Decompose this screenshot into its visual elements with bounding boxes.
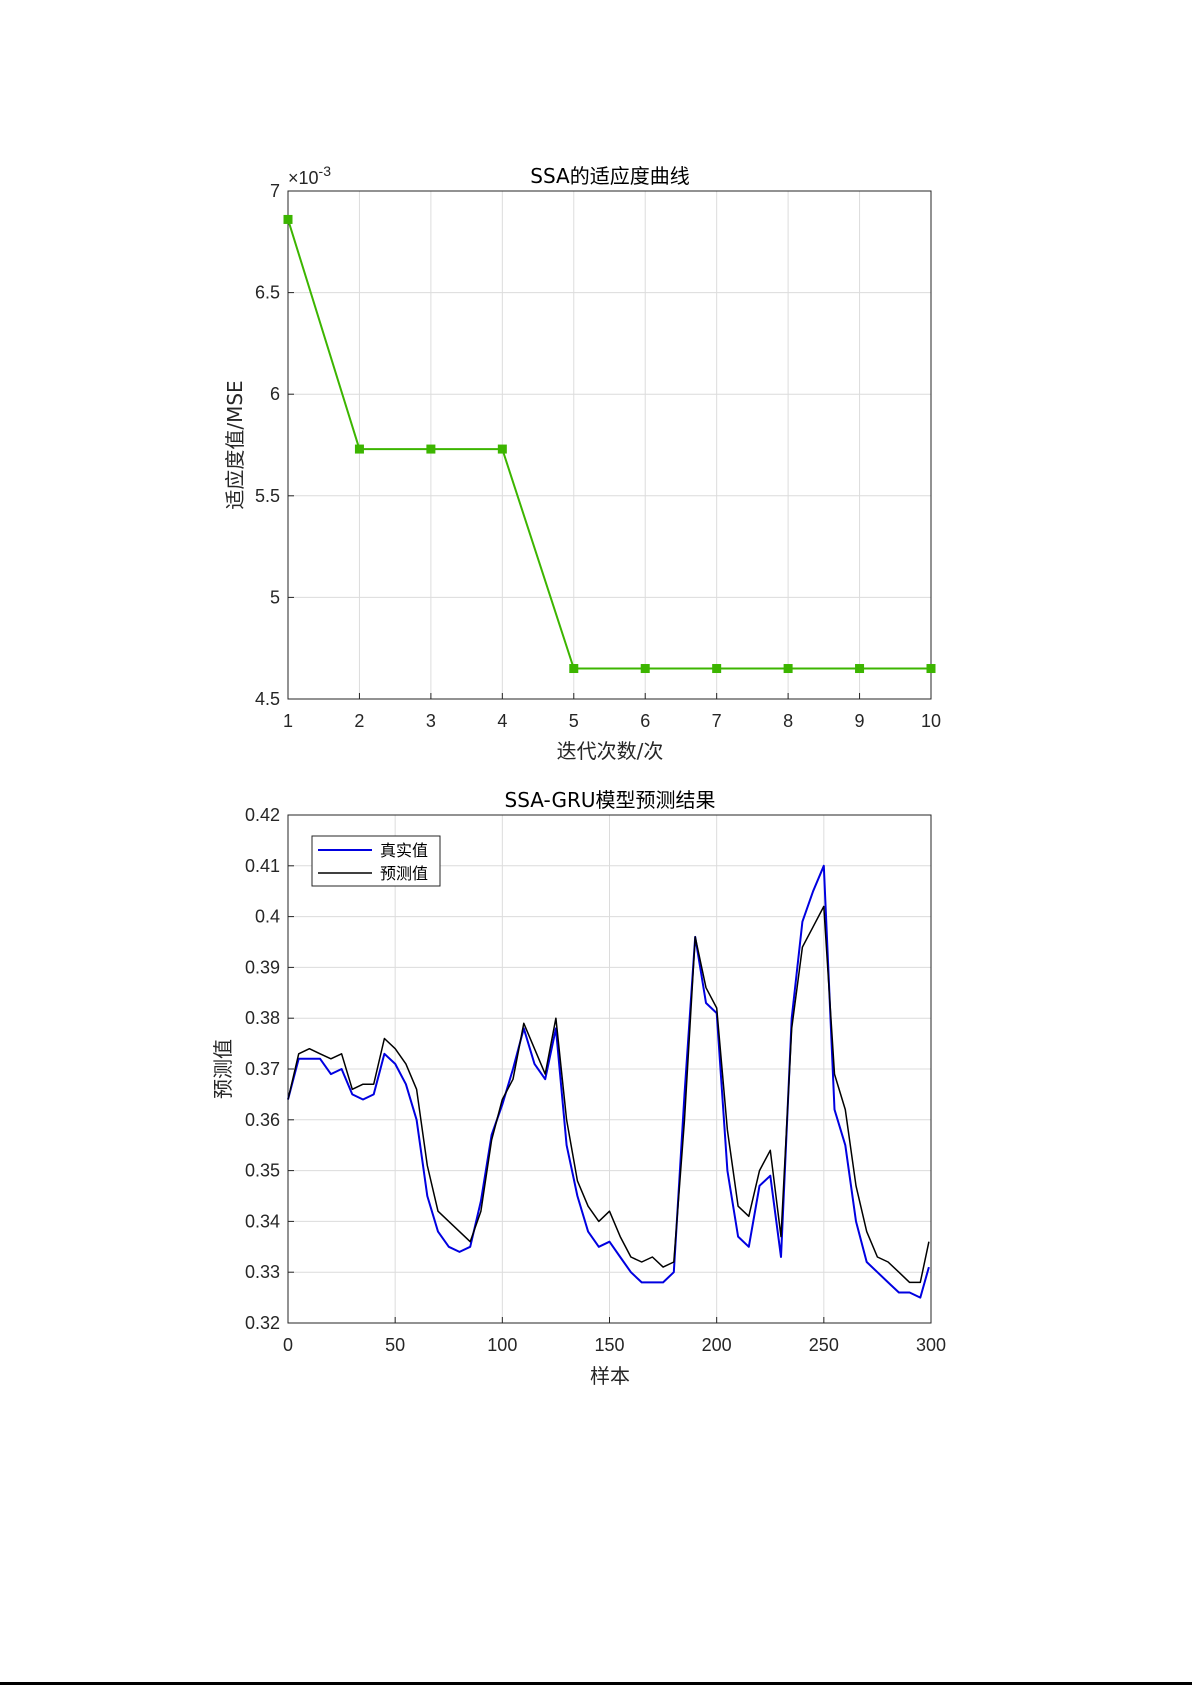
data-point-marker [855,664,865,674]
y-tick-label: 5.5 [255,486,280,506]
x-tick-label: 6 [640,711,650,731]
y-tick-label: 0.37 [245,1059,280,1079]
x-tick-label: 7 [712,711,722,731]
y-tick-label: 7 [270,181,280,201]
legend-label-series-1: 真实值 [380,841,428,860]
y-tick-label: 0.35 [245,1161,280,1181]
y-tick-label: 0.36 [245,1110,280,1130]
x-tick-label: 100 [487,1335,517,1355]
legend-label-series-2: 预测值 [380,864,428,883]
x-tick-label: 250 [809,1335,839,1355]
y-tick-label: 4.5 [255,689,280,709]
x-tick-label: 3 [426,711,436,731]
series-line-1 [287,864,930,1299]
data-point-marker [283,214,293,224]
y-tick-label: 5 [270,587,280,607]
y-tick-labels: 4.5 5 5.5 6 6.5 7 [255,181,280,709]
y-tick-label: 0.41 [245,856,280,876]
data-point-marker [426,444,436,454]
data-point-marker [569,664,579,674]
exponent-base: ×10 [288,168,319,188]
y-tick-labels: 0.32 0.33 0.34 0.35 0.36 0.37 0.38 0.39 0.4 0.41 0… [245,805,280,1333]
tick-marks [287,814,932,1324]
x-axis-label: 样本 [590,1364,630,1388]
chart-ssa-gru-prediction: 0 50 100 150 200 250 300 0.320.330.340.350.360… [211,788,946,1388]
y-tick-label: 0.38 [245,1008,280,1028]
x-tick-label: 150 [594,1335,624,1355]
y-tick-label: 0.42 [245,805,280,825]
data-point-marker [783,664,793,674]
data-point-marker [926,664,936,674]
page-bottom-border [0,1682,1192,1685]
x-axis-label: 迭代次数/次 [557,739,664,763]
y-tick-label: 0.4 [255,907,280,927]
x-tick-label: 10 [921,711,941,731]
series-line [287,219,931,670]
x-tick-label: 200 [702,1335,732,1355]
x-tick-label: 50 [385,1335,405,1355]
y-tick-label: 6.5 [255,283,280,303]
data-point-marker [497,444,507,454]
exponent-label: ×10-3 [288,163,331,188]
x-tick-label: 1 [283,711,293,731]
y-tick-label: 0.39 [245,957,280,977]
y-tick-label: 0.34 [245,1211,280,1231]
exponent-power: -3 [319,163,332,179]
y-tick-label: 6 [270,384,280,404]
y-axis-label: 预测值 [211,1039,235,1099]
data-point-marker [354,444,364,454]
x-tick-label: 2 [354,711,364,731]
legend-box [311,835,441,887]
y-tick-label: 0.32 [245,1313,280,1333]
x-tick-label: 9 [855,711,865,731]
x-tick-label: 4 [497,711,507,731]
series-group [287,864,930,1299]
x-tick-label: 300 [916,1335,946,1355]
y-tick-label: 0.33 [245,1262,280,1282]
axes-frame [287,190,932,700]
x-tick-label: 0 [283,1335,293,1355]
data-point-marker [712,664,722,674]
series-group [283,214,936,674]
y-axis-label: 适应度值/MSE [223,380,247,509]
data-point-marker [640,664,650,674]
x-tick-labels: 0 50 100 150 200 250 300 [283,1335,946,1355]
chart-title: SSA的适应度曲线 [530,164,689,188]
legend: 真实值 预测值 [311,835,441,887]
tick-marks [287,190,932,700]
series-line-2 [287,905,930,1284]
plot-area [288,191,931,699]
x-tick-labels: 1 2 3 4 5 6 7 8 9 10 [283,711,941,731]
chart-title: SSA-GRU模型预测结果 [505,788,716,812]
chart-ssa-fitness: 1 2 3 4 5 6 7 8 9 10 4.5 5 5.5 6 6.5 7 SSA的适应度曲线 迭代次数/… [223,163,941,763]
x-tick-label: 8 [783,711,793,731]
x-tick-label: 5 [569,711,579,731]
